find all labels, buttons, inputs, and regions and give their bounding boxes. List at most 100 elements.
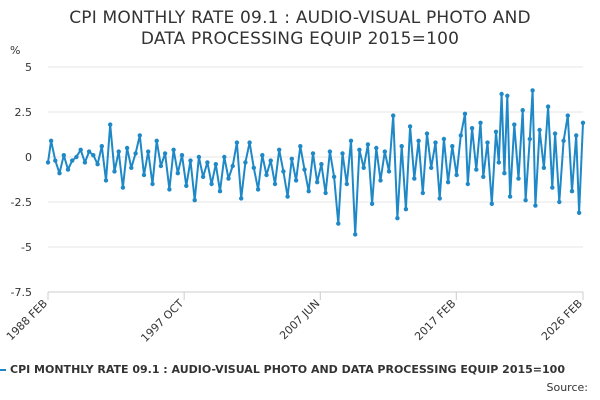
data-point bbox=[361, 165, 366, 170]
data-point bbox=[403, 207, 409, 212]
data-point bbox=[230, 163, 235, 169]
data-point bbox=[454, 172, 459, 178]
data-point bbox=[167, 187, 172, 192]
data-point bbox=[391, 113, 396, 118]
data-point bbox=[179, 153, 185, 158]
y-tick-label: -7.5 bbox=[11, 286, 32, 299]
data-point bbox=[365, 142, 371, 147]
data-point bbox=[196, 154, 202, 160]
data-point bbox=[399, 144, 404, 149]
chart-title-line-1: CPI MONTHLY RATE 09.1 : AUDIO-VISUAL PHO… bbox=[69, 8, 531, 28]
data-point bbox=[386, 169, 392, 174]
data-point bbox=[336, 221, 341, 226]
y-tick-label: 5 bbox=[25, 61, 32, 74]
data-point bbox=[493, 129, 499, 134]
data-point bbox=[541, 165, 547, 170]
data-point bbox=[407, 124, 413, 129]
data-point bbox=[395, 216, 400, 221]
data-point bbox=[580, 120, 586, 126]
data-point bbox=[281, 169, 286, 174]
data-point bbox=[112, 169, 117, 174]
data-point bbox=[268, 158, 273, 163]
data-point bbox=[507, 194, 513, 199]
data-point bbox=[247, 140, 252, 145]
data-point bbox=[412, 176, 417, 181]
data-point bbox=[445, 180, 451, 185]
data-point bbox=[481, 174, 486, 179]
data-point bbox=[78, 147, 83, 152]
data-point bbox=[348, 138, 354, 143]
data-point bbox=[576, 210, 582, 215]
data-point bbox=[293, 178, 299, 183]
data-point bbox=[95, 162, 100, 167]
data-point bbox=[53, 158, 58, 163]
data-point bbox=[469, 126, 475, 131]
data-point bbox=[141, 172, 147, 178]
data-point bbox=[502, 171, 507, 176]
data-point bbox=[441, 136, 447, 142]
x-tick-label: 1997 OCT bbox=[138, 297, 186, 345]
series-line bbox=[47, 89, 584, 236]
data-point bbox=[217, 189, 223, 194]
data-point bbox=[192, 198, 197, 203]
data-point bbox=[285, 194, 290, 199]
x-tick-label: 2007 JUN bbox=[277, 297, 322, 342]
data-point bbox=[319, 162, 324, 167]
data-point bbox=[264, 172, 269, 178]
y-tick-label: -5 bbox=[21, 241, 32, 254]
x-tick-label: 1988 FEB bbox=[4, 297, 50, 343]
y-tick-label: 2.5 bbox=[15, 106, 33, 119]
data-point bbox=[175, 171, 180, 176]
legend-label: CPI MONTHLY RATE 09.1 : AUDIO-VISUAL PHO… bbox=[10, 363, 565, 376]
data-point bbox=[243, 160, 248, 165]
data-point bbox=[272, 181, 278, 187]
data-point bbox=[91, 153, 96, 158]
data-point bbox=[133, 151, 138, 156]
data-point bbox=[146, 149, 151, 154]
data-point bbox=[61, 153, 66, 158]
data-point bbox=[162, 151, 168, 156]
data-point bbox=[205, 160, 210, 165]
data-point bbox=[523, 198, 528, 203]
data-point bbox=[99, 144, 105, 149]
legend[interactable]: CPI MONTHLY RATE 09.1 : AUDIO-VISUAL PHO… bbox=[0, 363, 600, 376]
data-point bbox=[86, 149, 92, 154]
data-point bbox=[569, 189, 575, 194]
data-point bbox=[57, 171, 62, 176]
data-point bbox=[433, 140, 438, 145]
data-point bbox=[552, 131, 558, 136]
data-point bbox=[496, 160, 501, 165]
data-point bbox=[382, 149, 387, 154]
data-point bbox=[545, 104, 551, 109]
data-point bbox=[260, 153, 265, 158]
data-point bbox=[429, 165, 434, 170]
data-point bbox=[323, 190, 328, 196]
data-point bbox=[499, 91, 504, 97]
data-point bbox=[239, 196, 244, 201]
data-point bbox=[184, 183, 189, 188]
data-point bbox=[327, 149, 333, 154]
data-point bbox=[353, 232, 358, 237]
data-point bbox=[489, 201, 494, 206]
data-point bbox=[45, 160, 51, 165]
data-point bbox=[424, 131, 430, 136]
x-axis-ticks: 1988 FEB 1997 OCT 2007 JUN 2017 FEB 2026 FEB bbox=[4, 292, 585, 345]
data-point bbox=[550, 185, 555, 190]
data-point bbox=[344, 181, 349, 187]
data-point bbox=[65, 167, 71, 172]
data-point bbox=[108, 122, 113, 127]
data-point bbox=[416, 138, 421, 143]
data-point bbox=[557, 199, 562, 205]
data-point bbox=[222, 154, 227, 160]
data-point bbox=[137, 133, 142, 138]
data-point bbox=[527, 136, 532, 142]
data-point bbox=[561, 138, 566, 143]
y-axis-unit: % bbox=[10, 44, 21, 57]
data-point bbox=[462, 111, 468, 117]
data-point bbox=[154, 138, 159, 143]
data-point bbox=[226, 176, 231, 181]
data-point bbox=[116, 149, 121, 154]
x-tick-label: 2026 FEB bbox=[539, 297, 585, 343]
data-point bbox=[74, 154, 79, 160]
